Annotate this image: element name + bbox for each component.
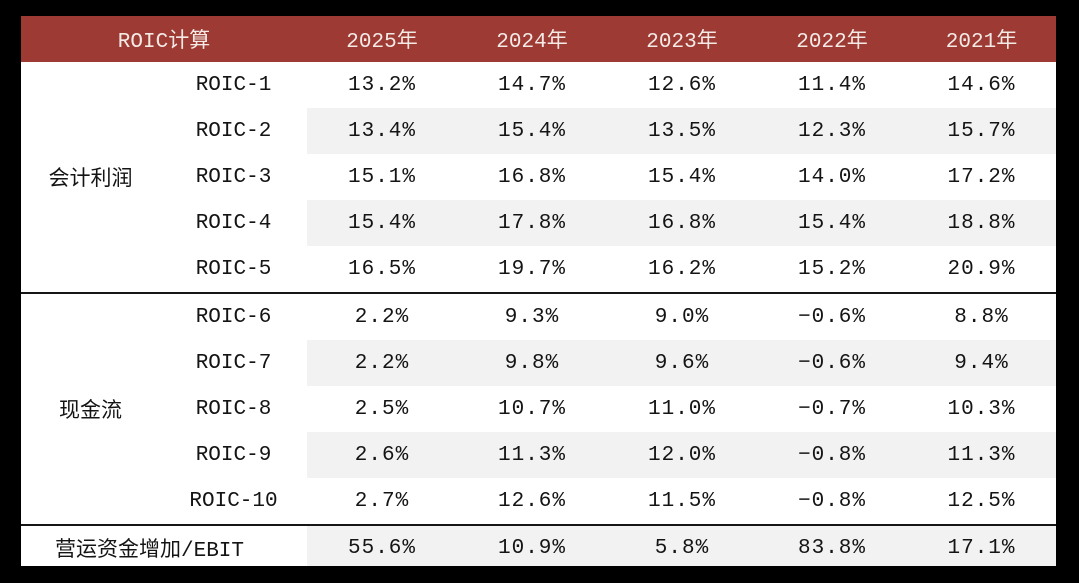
value-cell: 11.0% — [648, 397, 717, 421]
value-cell: 8.8% — [907, 292, 1056, 340]
value-cell: 16.8% — [607, 200, 758, 246]
value-cell: 14.6% — [947, 73, 1016, 97]
value-cell: 15.2% — [798, 257, 867, 281]
table-row: ROIC-7 2.2% 9.8% 9.6% −0.6% 9.4% — [21, 340, 1056, 386]
value-cell: 16.8% — [498, 165, 567, 189]
value-cell: 11.3% — [907, 432, 1056, 478]
value-cell: 15.4% — [757, 200, 908, 246]
value-cell: 13.4% — [307, 108, 458, 154]
value-cell: 15.7% — [907, 108, 1056, 154]
table-row: 会计利润 ROIC-1 13.2% 14.7% 12.6% 11.4% 14.6… — [21, 62, 1056, 193]
value-cell: 10.3% — [947, 397, 1016, 421]
value-cell: 12.6% — [498, 489, 567, 513]
value-cell: 55.6% — [307, 524, 458, 566]
row-label: ROIC-6 — [160, 292, 308, 340]
row-label: ROIC-2 — [195, 119, 272, 143]
value-cell: 9.0% — [607, 292, 758, 340]
year-header-2021: 2021年 — [907, 16, 1056, 62]
value-cell: 9.3% — [457, 292, 608, 340]
value-cell: −0.8% — [757, 432, 908, 478]
table-row: ROIC-8 2.5% 10.7% 11.0% −0.7% 10.3% — [21, 386, 1056, 432]
value-cell: 17.2% — [947, 165, 1016, 189]
value-cell: 11.5% — [648, 489, 717, 513]
group-label: 现金流 — [21, 292, 160, 525]
value-cell: 12.5% — [947, 489, 1016, 513]
value-cell: 10.7% — [498, 397, 567, 421]
row-label: ROIC-8 — [195, 397, 272, 421]
year-header-2025: 2025年 — [307, 16, 458, 62]
table-row: ROIC-3 15.1% 16.8% 15.4% 14.0% 17.2% — [21, 154, 1056, 200]
row-label: ROIC-1 — [195, 73, 272, 97]
value-cell: −0.6% — [757, 292, 908, 340]
value-cell: 9.4% — [907, 340, 1056, 386]
value-cell: 19.7% — [498, 257, 567, 281]
value-cell: 12.0% — [607, 432, 758, 478]
row-label: ROIC-5 — [195, 257, 272, 281]
table-row: ROIC-9 2.6% 11.3% 12.0% −0.8% 11.3% — [21, 432, 1056, 478]
value-cell: −0.8% — [798, 489, 867, 513]
value-cell: 83.8% — [757, 524, 908, 566]
value-cell: 16.2% — [648, 257, 717, 281]
table-row: ROIC-10 2.7% 12.6% 11.5% −0.8% 12.5% — [21, 478, 1056, 525]
row-label: ROIC-3 — [195, 165, 272, 189]
value-cell: 2.2% — [307, 340, 458, 386]
value-cell: 2.7% — [354, 489, 410, 513]
value-cell: 5.8% — [607, 524, 758, 566]
value-cell: 17.1% — [907, 524, 1056, 566]
row-label: ROIC-9 — [195, 443, 272, 467]
value-cell: 2.2% — [307, 292, 458, 340]
row-label: ROIC-10 — [189, 489, 278, 513]
row-label: ROIC-7 — [195, 351, 272, 375]
roic-table-card: ROIC计算 2025年 2024年 2023年 2022年 2021年 会计利… — [21, 16, 1056, 566]
roic-table: ROIC计算 2025年 2024年 2023年 2022年 2021年 会计利… — [21, 16, 1056, 566]
value-cell: 11.3% — [457, 432, 608, 478]
value-cell: 14.0% — [798, 165, 867, 189]
value-cell: 15.4% — [457, 108, 608, 154]
value-cell: 2.5% — [354, 397, 410, 421]
value-cell: 16.5% — [348, 257, 417, 281]
table-title: ROIC计算 — [21, 16, 308, 62]
table-row: 现金流 ROIC-6 2.2% 9.3% 9.0% −0.6% 8.8% — [21, 292, 1056, 525]
value-cell: 2.6% — [307, 432, 458, 478]
year-header-2023: 2023年 — [607, 16, 758, 62]
table-row: ROIC-2 13.4% 15.4% 13.5% 12.3% 15.7% — [21, 108, 1056, 154]
footer-row: 营运资金增加/EBIT 55.6% 10.9% 5.8% 83.8% 17.1% — [21, 524, 1056, 566]
table-row: ROIC-4 15.4% 17.8% 16.8% 15.4% 18.8% — [21, 200, 1056, 246]
value-cell: 15.4% — [307, 200, 458, 246]
value-cell: 10.9% — [457, 524, 608, 566]
value-cell: 20.9% — [947, 257, 1016, 281]
value-cell: 14.7% — [498, 73, 567, 97]
table-row: ROIC-5 16.5% 19.7% 16.2% 15.2% 20.9% — [21, 246, 1056, 293]
value-cell: 15.4% — [648, 165, 717, 189]
year-header-2022: 2022年 — [757, 16, 908, 62]
value-cell: 15.1% — [348, 165, 417, 189]
value-cell: 17.8% — [457, 200, 608, 246]
value-cell: 9.6% — [607, 340, 758, 386]
value-cell: 18.8% — [907, 200, 1056, 246]
table-header-row: ROIC计算 2025年 2024年 2023年 2022年 2021年 — [21, 16, 1056, 62]
value-cell: 11.4% — [798, 73, 867, 97]
value-cell: 9.8% — [457, 340, 608, 386]
row-label: ROIC-4 — [195, 211, 272, 235]
year-header-2024: 2024年 — [457, 16, 608, 62]
footer-label: 营运资金增加/EBIT — [21, 524, 308, 566]
value-cell: 13.5% — [607, 108, 758, 154]
value-cell: −0.6% — [757, 340, 908, 386]
value-cell: 13.2% — [348, 73, 417, 97]
group-label: 会计利润 — [48, 169, 133, 192]
value-cell: 12.6% — [648, 73, 717, 97]
value-cell: −0.7% — [798, 397, 867, 421]
value-cell: 12.3% — [757, 108, 908, 154]
